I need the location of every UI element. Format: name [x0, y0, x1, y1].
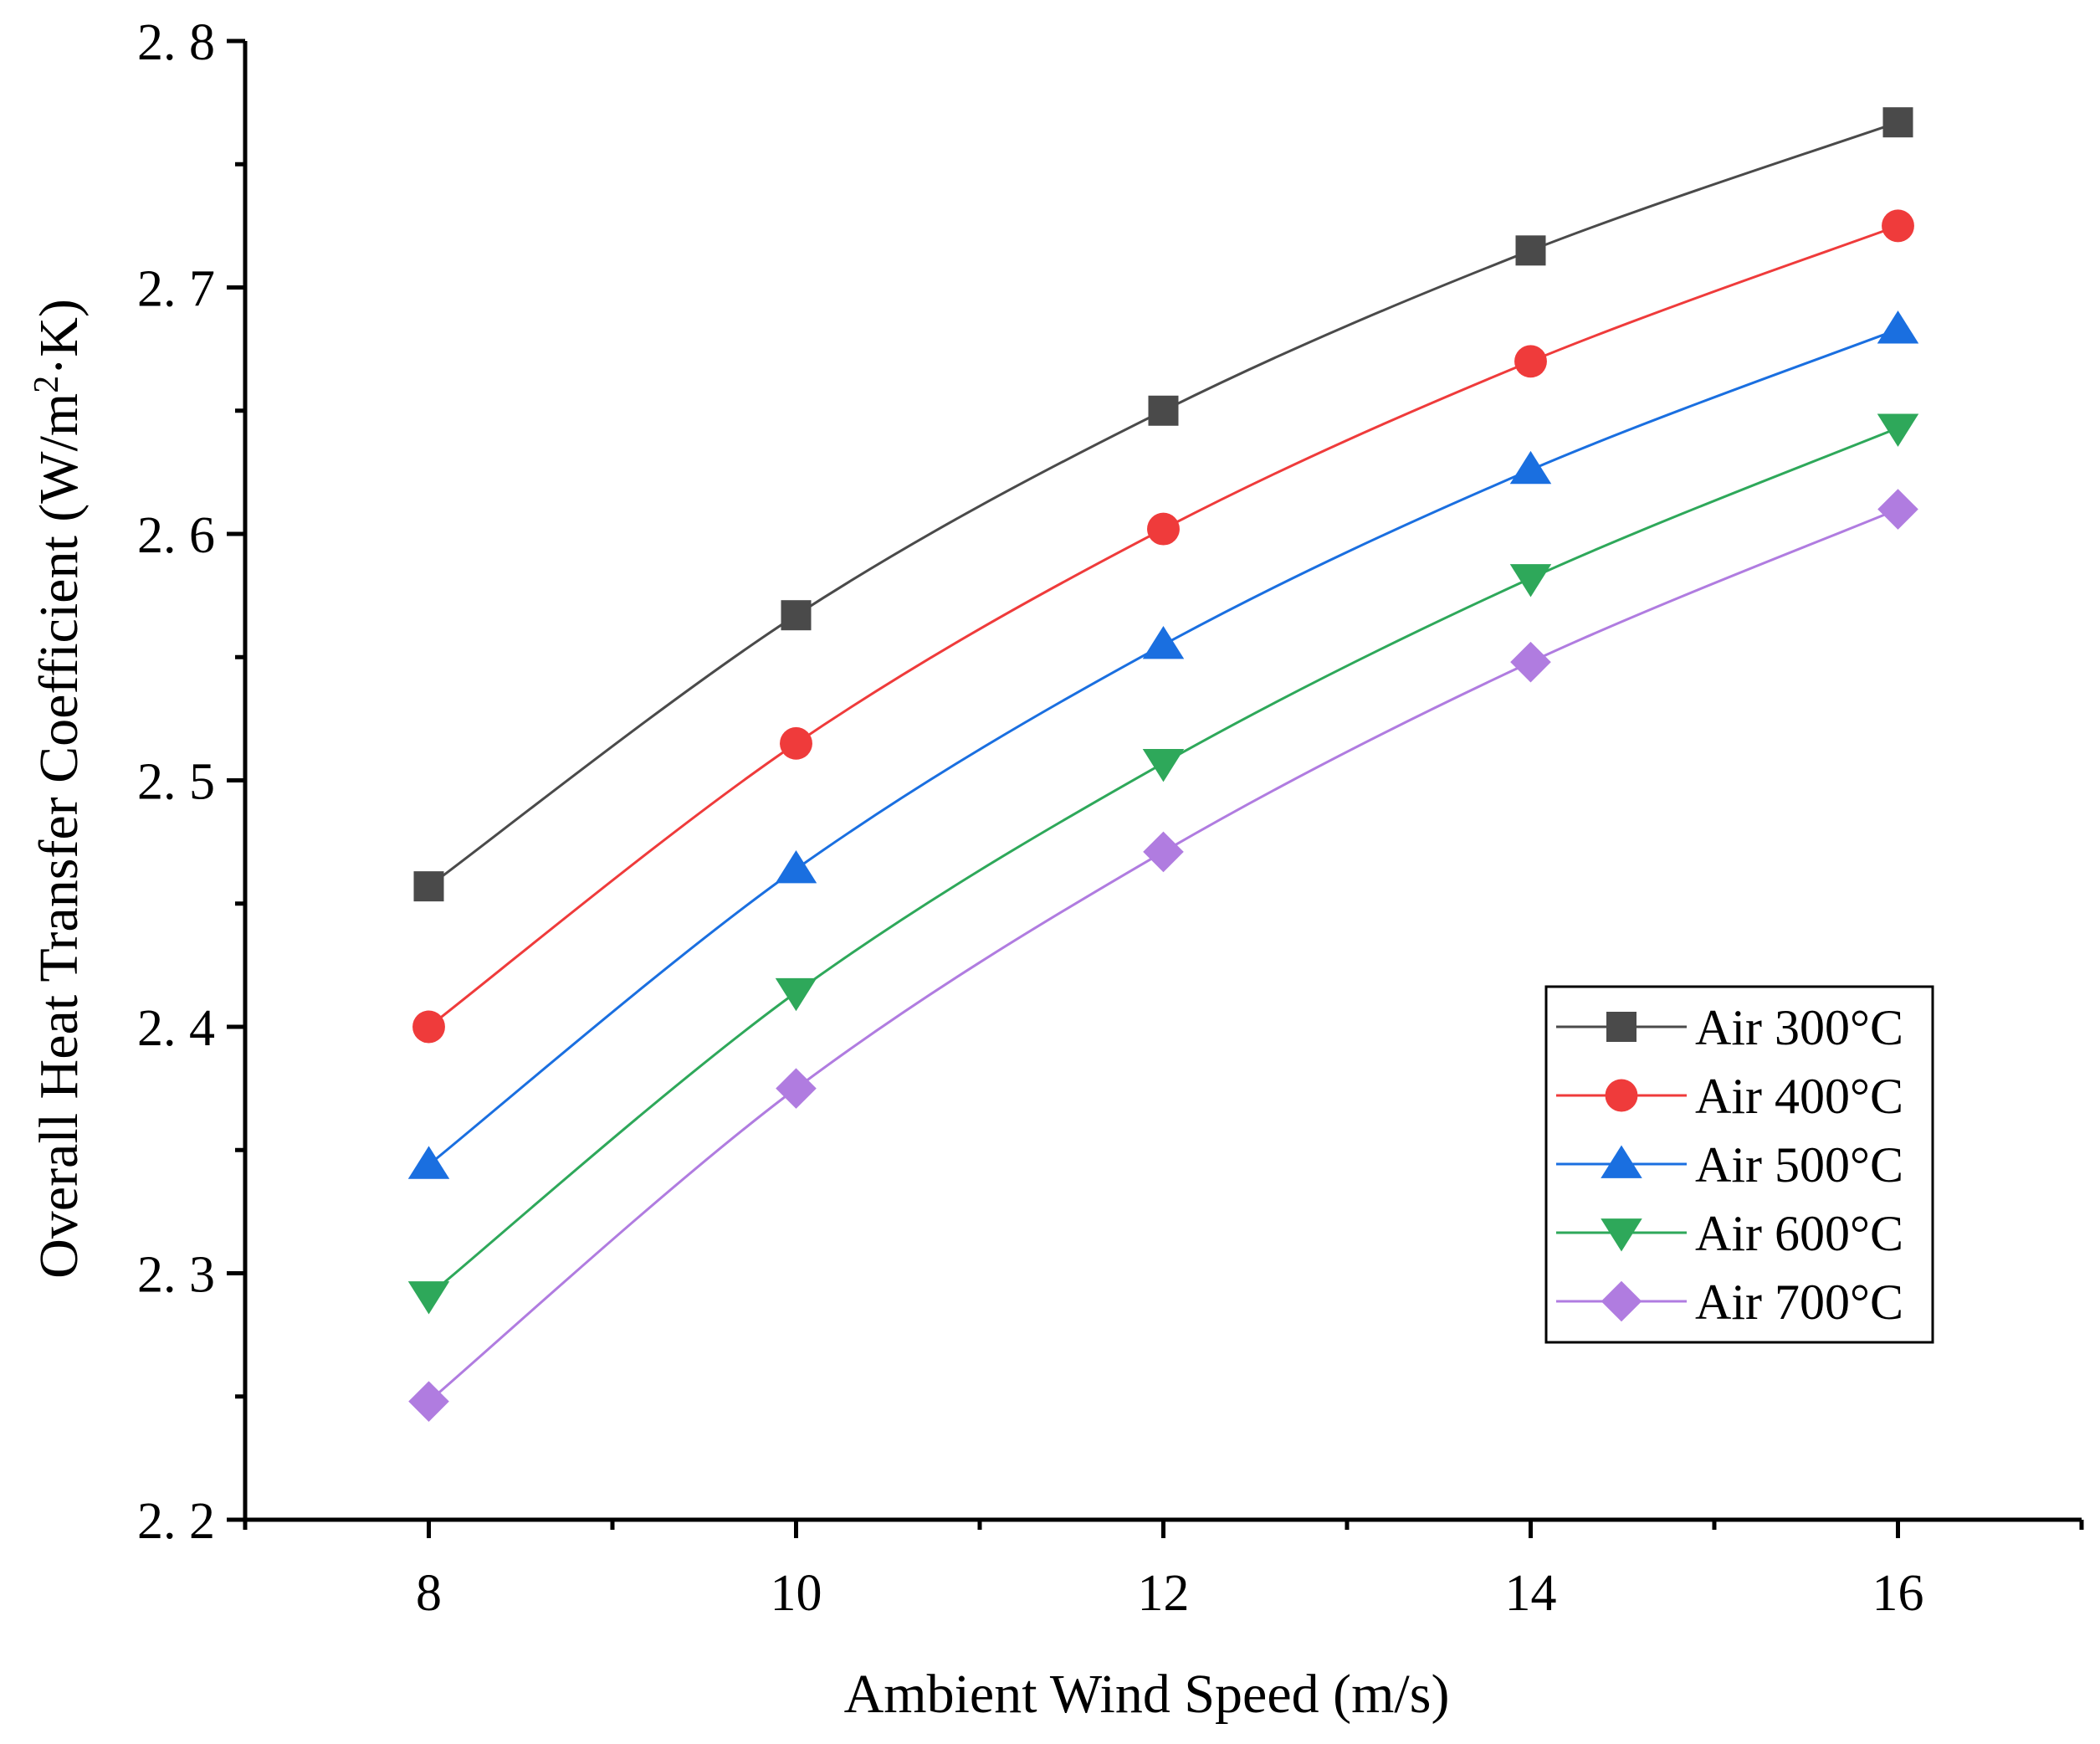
- data-point: [1877, 310, 1919, 344]
- data-point: [1877, 413, 1919, 447]
- x-tick-label: 10: [771, 1565, 822, 1622]
- data-point: [1147, 512, 1180, 546]
- series-layer: [407, 107, 1919, 1422]
- legend-label: Air 300°C: [1695, 1000, 1903, 1055]
- legend-label: Air 700°C: [1695, 1275, 1903, 1330]
- x-axis-title: Ambient Wind Speed (m/s): [844, 1664, 1450, 1725]
- data-point: [775, 850, 817, 884]
- y-axis-title: Overall Heat Transfer Coefficient (W/m2·…: [28, 299, 90, 1279]
- legend-item: Air 600°C: [1556, 1206, 1903, 1261]
- y-tick-label: 2. 3: [137, 1247, 215, 1304]
- data-point: [407, 1281, 450, 1315]
- y-axis-title-main: Overall Heat Transfer Coefficient (W/m: [28, 393, 90, 1279]
- y-tick-label: 2. 7: [137, 261, 215, 318]
- y-tick-label: 2. 6: [137, 507, 215, 564]
- legend-item: Air 500°C: [1556, 1137, 1903, 1193]
- legend-marker: [1601, 1280, 1642, 1322]
- y-tick-label: 2. 5: [137, 754, 215, 811]
- y-axis-title-superscript: 2: [28, 376, 66, 393]
- legend-item: Air 300°C: [1556, 1000, 1903, 1055]
- data-point: [1882, 107, 1913, 138]
- data-point: [1510, 641, 1551, 683]
- series-4: [407, 413, 1919, 1315]
- data-point: [1142, 626, 1185, 659]
- legend-marker: [1601, 1218, 1642, 1252]
- data-point: [1143, 831, 1184, 873]
- legend-label: Air 600°C: [1695, 1206, 1903, 1261]
- data-point: [781, 600, 812, 631]
- legend-label: Air 500°C: [1695, 1137, 1903, 1193]
- data-point: [1509, 450, 1552, 485]
- data-point: [413, 871, 444, 902]
- legend-item: Air 400°C: [1556, 1069, 1903, 1124]
- legend-label: Air 400°C: [1695, 1069, 1903, 1124]
- data-point: [1882, 209, 1914, 243]
- data-point: [1514, 345, 1547, 378]
- axes: 2. 2 2. 3 2. 4 2. 5 2. 6 2. 7 2. 8 8 10 12 14 16: [137, 14, 2084, 1622]
- data-point: [776, 1068, 817, 1109]
- y-tick-label: 2. 2: [137, 1493, 215, 1550]
- legend-item: Air 700°C: [1556, 1275, 1903, 1330]
- data-point: [1877, 489, 1918, 530]
- x-tick-label: 14: [1505, 1565, 1557, 1622]
- legend-marker: [1606, 1012, 1636, 1042]
- x-tick-label: 16: [1872, 1565, 1924, 1622]
- series-2: [412, 209, 1914, 1044]
- legend-marker: [1605, 1079, 1638, 1112]
- data-point: [1509, 564, 1552, 598]
- series-5: [408, 489, 1918, 1422]
- y-axis-title-tail: ·K): [28, 299, 90, 376]
- data-point: [775, 977, 817, 1012]
- series-3: [407, 310, 1919, 1179]
- y-tick-label: 2. 4: [137, 1000, 215, 1057]
- data-point: [412, 1010, 445, 1044]
- data-point: [408, 1381, 449, 1422]
- series-1: [413, 107, 1913, 902]
- y-tick-label: 2. 8: [137, 14, 215, 71]
- x-tick-label: 8: [416, 1565, 442, 1622]
- data-point: [1515, 235, 1546, 266]
- x-tick-label: 12: [1138, 1565, 1190, 1622]
- data-point: [1142, 749, 1185, 782]
- data-point: [1148, 395, 1179, 426]
- legend: Air 300°C Air 400°C Air 500°C Air 600°C Air …: [1544, 985, 1934, 1344]
- data-point: [780, 726, 812, 760]
- legend-marker: [1601, 1145, 1642, 1178]
- data-point: [407, 1146, 450, 1179]
